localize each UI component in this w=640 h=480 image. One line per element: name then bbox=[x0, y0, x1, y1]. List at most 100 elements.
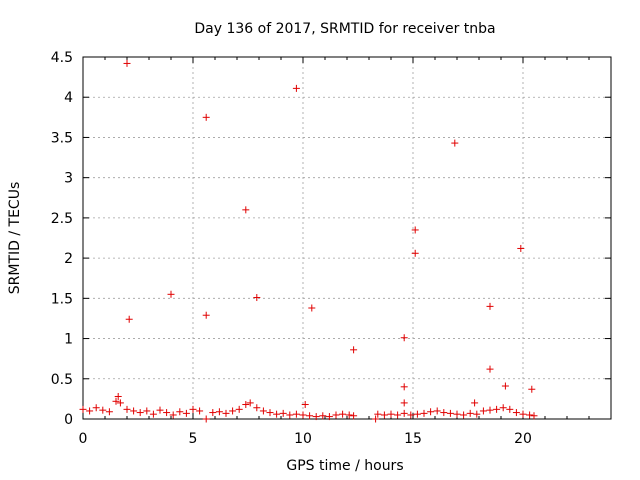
data-point bbox=[493, 405, 501, 413]
x-tick-label: 10 bbox=[294, 431, 312, 447]
data-point bbox=[374, 410, 382, 418]
data-point bbox=[202, 415, 210, 423]
data-point bbox=[499, 404, 507, 412]
data-point bbox=[528, 385, 536, 393]
data-point bbox=[253, 294, 261, 302]
y-tick-label: 3 bbox=[64, 171, 73, 187]
y-tick-label: 1.5 bbox=[51, 291, 73, 307]
data-point bbox=[167, 290, 175, 298]
data-point bbox=[123, 59, 131, 67]
y-tick-label: 4.5 bbox=[51, 50, 73, 66]
data-point bbox=[292, 84, 300, 92]
y-tick-label: 1 bbox=[64, 332, 73, 348]
data-point bbox=[299, 411, 307, 419]
x-tick-label: 15 bbox=[404, 431, 422, 447]
data-point bbox=[209, 409, 217, 417]
data-point bbox=[486, 406, 494, 414]
data-point bbox=[99, 406, 107, 414]
y-tick-label: 4 bbox=[64, 90, 73, 106]
y-axis-ticks: 0 0.5 1 1.5 2 2.5 3 3.5 4 4.5 bbox=[51, 50, 611, 428]
data-point bbox=[286, 411, 294, 419]
data-point bbox=[394, 411, 402, 419]
data-point bbox=[222, 409, 230, 417]
data-point bbox=[215, 408, 223, 416]
data-point bbox=[411, 249, 419, 257]
data-point bbox=[176, 408, 184, 416]
data-point bbox=[196, 407, 204, 415]
data-point bbox=[413, 410, 421, 418]
data-point bbox=[501, 382, 509, 390]
data-point bbox=[308, 304, 316, 312]
data-point bbox=[136, 409, 144, 417]
data-point bbox=[345, 411, 353, 419]
chart-title: Day 136 of 2017, SRMTID for receiver tnb… bbox=[194, 21, 495, 37]
data-point bbox=[86, 407, 94, 415]
plot-area-border bbox=[82, 56, 612, 420]
data-point bbox=[451, 139, 459, 147]
data-point bbox=[530, 412, 538, 420]
data-point bbox=[400, 334, 408, 342]
y-tick-label: 0 bbox=[64, 412, 73, 428]
data-point bbox=[266, 409, 274, 417]
data-point bbox=[332, 411, 340, 419]
data-point bbox=[105, 408, 113, 416]
data-point bbox=[440, 409, 448, 417]
x-axis-ticks: 0 5 10 15 20 bbox=[79, 57, 612, 447]
data-point bbox=[506, 405, 514, 413]
data-point bbox=[130, 407, 138, 415]
data-point bbox=[189, 405, 197, 413]
data-point bbox=[400, 409, 408, 417]
data-point bbox=[92, 404, 100, 412]
data-point bbox=[446, 409, 454, 417]
data-point bbox=[350, 412, 358, 420]
grid-lines bbox=[83, 57, 611, 419]
x-tick-label: 0 bbox=[79, 431, 88, 447]
data-point bbox=[306, 412, 314, 420]
data-point bbox=[517, 244, 525, 252]
data-point bbox=[202, 311, 210, 319]
data-point bbox=[125, 315, 133, 323]
x-tick-label: 5 bbox=[189, 431, 198, 447]
y-tick-label: 2.5 bbox=[51, 211, 73, 227]
data-point bbox=[163, 409, 171, 417]
data-point bbox=[182, 409, 190, 417]
data-point bbox=[466, 409, 474, 417]
data-point bbox=[259, 407, 267, 415]
data-point bbox=[79, 405, 87, 413]
data-point bbox=[479, 407, 487, 415]
data-point bbox=[319, 412, 327, 420]
x-axis-label: GPS time / hours bbox=[286, 458, 403, 474]
data-point bbox=[471, 399, 479, 407]
data-point bbox=[473, 410, 481, 418]
data-point bbox=[420, 409, 428, 417]
data-point bbox=[242, 206, 250, 214]
data-point bbox=[400, 399, 408, 407]
data-points bbox=[79, 59, 538, 423]
data-point bbox=[460, 411, 468, 419]
data-point bbox=[149, 410, 157, 418]
data-point bbox=[411, 226, 419, 234]
data-point bbox=[519, 410, 527, 418]
data-point bbox=[202, 113, 210, 121]
data-point bbox=[372, 415, 380, 423]
y-axis-label: SRMTID / TECUs bbox=[7, 182, 23, 295]
data-point bbox=[350, 346, 358, 354]
y-tick-label: 3.5 bbox=[51, 130, 73, 146]
data-point bbox=[486, 365, 494, 373]
x-tick-label: 20 bbox=[514, 431, 532, 447]
data-point bbox=[114, 392, 122, 400]
data-point bbox=[325, 413, 333, 421]
data-point bbox=[156, 406, 164, 414]
data-point bbox=[380, 411, 388, 419]
data-point bbox=[339, 410, 347, 418]
data-point bbox=[407, 411, 415, 419]
data-point bbox=[312, 413, 320, 421]
data-point bbox=[253, 404, 261, 412]
data-point bbox=[301, 401, 309, 409]
data-point bbox=[433, 407, 441, 415]
data-point bbox=[526, 411, 534, 419]
y-tick-label: 2 bbox=[64, 251, 73, 267]
data-point bbox=[112, 397, 120, 405]
data-point bbox=[123, 405, 131, 413]
data-point bbox=[453, 410, 461, 418]
